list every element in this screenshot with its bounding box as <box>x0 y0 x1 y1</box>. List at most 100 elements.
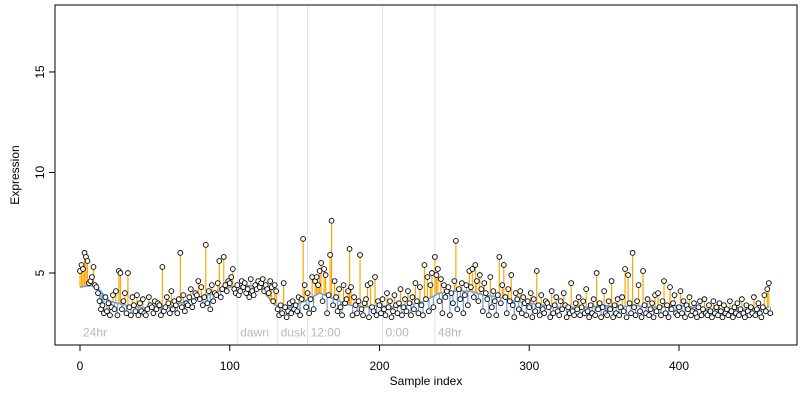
point <box>84 258 91 264</box>
point <box>208 282 215 288</box>
point <box>619 294 625 300</box>
point <box>315 282 321 288</box>
point <box>709 314 715 321</box>
point <box>511 314 518 321</box>
annotation: 0:00 <box>385 326 409 340</box>
point <box>586 314 593 321</box>
point <box>453 237 459 244</box>
point <box>718 308 724 315</box>
point <box>337 304 344 311</box>
point <box>363 296 369 303</box>
point <box>454 306 461 313</box>
point <box>476 272 483 278</box>
point <box>694 314 700 321</box>
point <box>408 312 414 319</box>
point <box>509 302 516 309</box>
point <box>465 302 471 309</box>
point <box>190 298 197 305</box>
point <box>382 312 389 319</box>
point <box>472 262 479 268</box>
point <box>467 284 474 290</box>
point <box>676 304 682 311</box>
point <box>584 308 591 315</box>
point <box>479 308 486 315</box>
point <box>517 288 524 294</box>
point <box>547 314 554 321</box>
point <box>629 250 636 256</box>
point <box>354 310 360 317</box>
point <box>246 294 253 300</box>
point <box>367 280 374 286</box>
point <box>459 280 465 286</box>
point <box>580 298 587 305</box>
point <box>170 306 176 313</box>
x-tick-label: 400 <box>669 359 689 373</box>
point <box>402 296 408 303</box>
point <box>143 312 149 319</box>
point <box>488 304 495 311</box>
point <box>515 306 522 313</box>
point <box>99 302 106 309</box>
point <box>426 308 432 315</box>
point <box>333 294 339 300</box>
point <box>187 286 194 292</box>
point <box>223 288 230 294</box>
point <box>96 298 103 305</box>
point <box>126 304 133 311</box>
point <box>219 286 226 292</box>
point <box>172 302 179 309</box>
point <box>748 304 754 311</box>
point <box>607 306 613 313</box>
point <box>229 266 236 272</box>
point <box>758 314 765 321</box>
point <box>442 294 449 300</box>
point <box>716 300 723 307</box>
point <box>113 288 119 294</box>
point <box>491 298 498 305</box>
point <box>158 312 164 319</box>
point <box>289 298 296 305</box>
point <box>391 292 398 298</box>
x-tick-label: 0 <box>77 359 84 373</box>
point <box>95 290 101 296</box>
point <box>424 274 431 280</box>
point <box>665 314 672 321</box>
point <box>110 292 116 298</box>
point <box>640 268 646 274</box>
point <box>457 296 464 303</box>
point <box>658 312 664 319</box>
point <box>177 250 184 256</box>
point <box>604 312 610 319</box>
point <box>204 300 211 307</box>
point <box>198 284 205 290</box>
plot-frame <box>54 4 798 346</box>
point <box>628 310 634 317</box>
point <box>125 270 131 276</box>
y-tick-label: 15 <box>33 65 47 79</box>
point <box>715 312 721 319</box>
point <box>117 270 124 276</box>
point <box>637 308 643 315</box>
point <box>378 310 384 317</box>
point <box>220 254 227 260</box>
point <box>186 294 193 300</box>
point <box>214 280 221 286</box>
x-axis-title: Sample index <box>390 374 463 388</box>
point <box>475 298 482 305</box>
annotation: dusk <box>281 326 307 340</box>
point <box>697 298 703 305</box>
point <box>587 302 594 309</box>
x-tick-label: 300 <box>519 359 539 373</box>
point <box>556 312 563 319</box>
point <box>646 312 652 319</box>
annotation: dawn <box>240 326 269 340</box>
point <box>193 292 200 298</box>
point <box>123 310 130 317</box>
point <box>339 312 345 319</box>
point <box>448 290 455 296</box>
point <box>634 298 640 305</box>
point <box>625 272 631 278</box>
point <box>502 294 509 300</box>
point <box>330 302 336 309</box>
